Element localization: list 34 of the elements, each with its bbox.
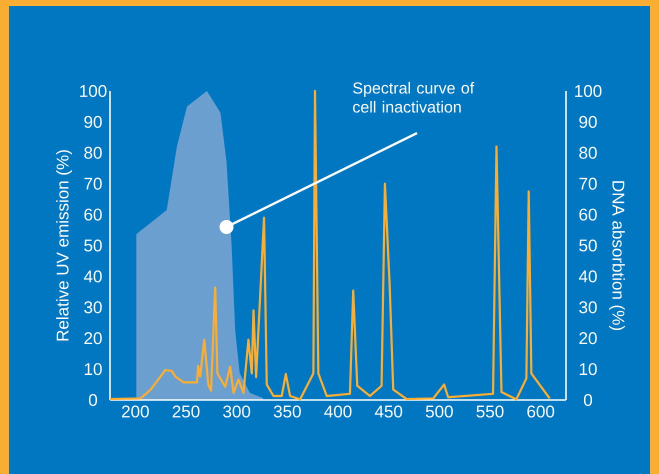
y-tick-label: 20 — [84, 332, 102, 344]
y2-tick-label: 80 — [579, 146, 597, 159]
y2-tick-label: 0 — [584, 394, 592, 406]
y2-tick-label: 70 — [579, 178, 597, 190]
y-tick-label: 100 — [80, 84, 107, 98]
y-tick-label: 70 — [84, 178, 102, 190]
x-tick-label: 350 — [274, 406, 301, 418]
x-tick-label: 500 — [426, 406, 453, 418]
y2-tick-label: 60 — [579, 208, 597, 221]
x-tick-label: 300 — [223, 406, 250, 418]
y2-tick-label: 90 — [579, 116, 597, 128]
y2-axis-title: DNA absorbtion (%) — [609, 181, 625, 330]
y2-tick-label: 20 — [579, 332, 597, 344]
y2-tick-label: 50 — [579, 239, 597, 252]
y2-tick-label: 100 — [575, 84, 602, 98]
y-tick-label: 30 — [84, 301, 102, 314]
x-tick-label: 400 — [324, 406, 352, 418]
y-tick-label: 60 — [84, 208, 102, 221]
x-tick-label: 250 — [172, 406, 200, 418]
y-tick-label: 80 — [84, 146, 102, 159]
x-tick-label: 200 — [122, 406, 149, 418]
y2-tick-label: 40 — [578, 270, 597, 282]
y-axis-title: Relative UV emission (%) — [56, 150, 72, 340]
y2-tick-label: 10 — [580, 363, 597, 376]
y-tick-label: 40 — [84, 270, 102, 282]
annotation: Spectral curve of cell inactivation — [353, 82, 474, 113]
y-tick-label: 90 — [84, 116, 102, 128]
y-tick-label: 0 — [88, 394, 98, 406]
x-tick-label: 600 — [527, 406, 554, 418]
x-tick-label: 550 — [476, 406, 504, 418]
y-tick-label: 10 — [84, 363, 102, 376]
y2-tick-label: 30 — [579, 301, 597, 314]
y-tick-label: 50 — [84, 239, 102, 252]
x-tick-label: 450 — [374, 406, 402, 418]
